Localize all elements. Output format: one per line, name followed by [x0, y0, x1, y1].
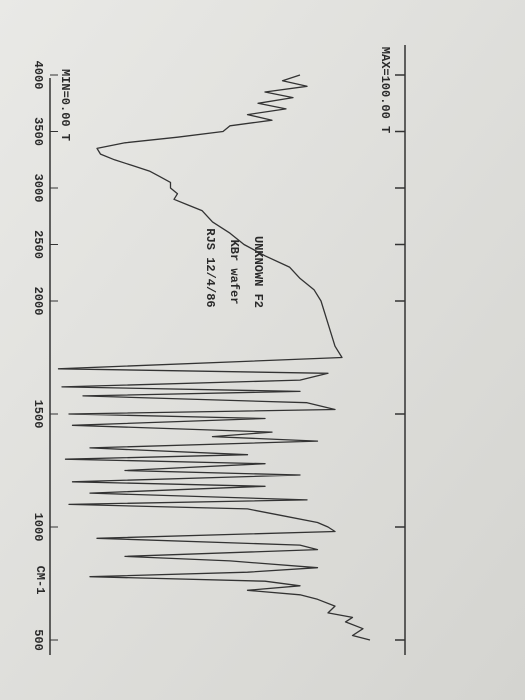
x-tick-label: 1000 — [31, 513, 45, 542]
x-tick-label: 3000 — [31, 174, 45, 203]
x-tick-label: 4000 — [31, 61, 45, 90]
x-tick-label: 2500 — [31, 230, 45, 259]
x-tick-label: 2000 — [31, 287, 45, 316]
annotation: KBr wafer — [227, 240, 241, 305]
x-tick-label: 1500 — [31, 400, 45, 429]
x-axis-label: CM-1 — [33, 566, 47, 595]
annotation: UNKNOWN F2 — [251, 236, 265, 308]
annotation: RJS 12/4/86 — [203, 228, 217, 307]
min-label: MIN=0.00 T — [58, 69, 72, 141]
x-tick-label: 500 — [31, 629, 45, 651]
max-label: MAX=100.00 T — [378, 47, 392, 133]
spectrum-line — [57, 74, 371, 641]
x-tick-label: 3500 — [31, 117, 45, 146]
